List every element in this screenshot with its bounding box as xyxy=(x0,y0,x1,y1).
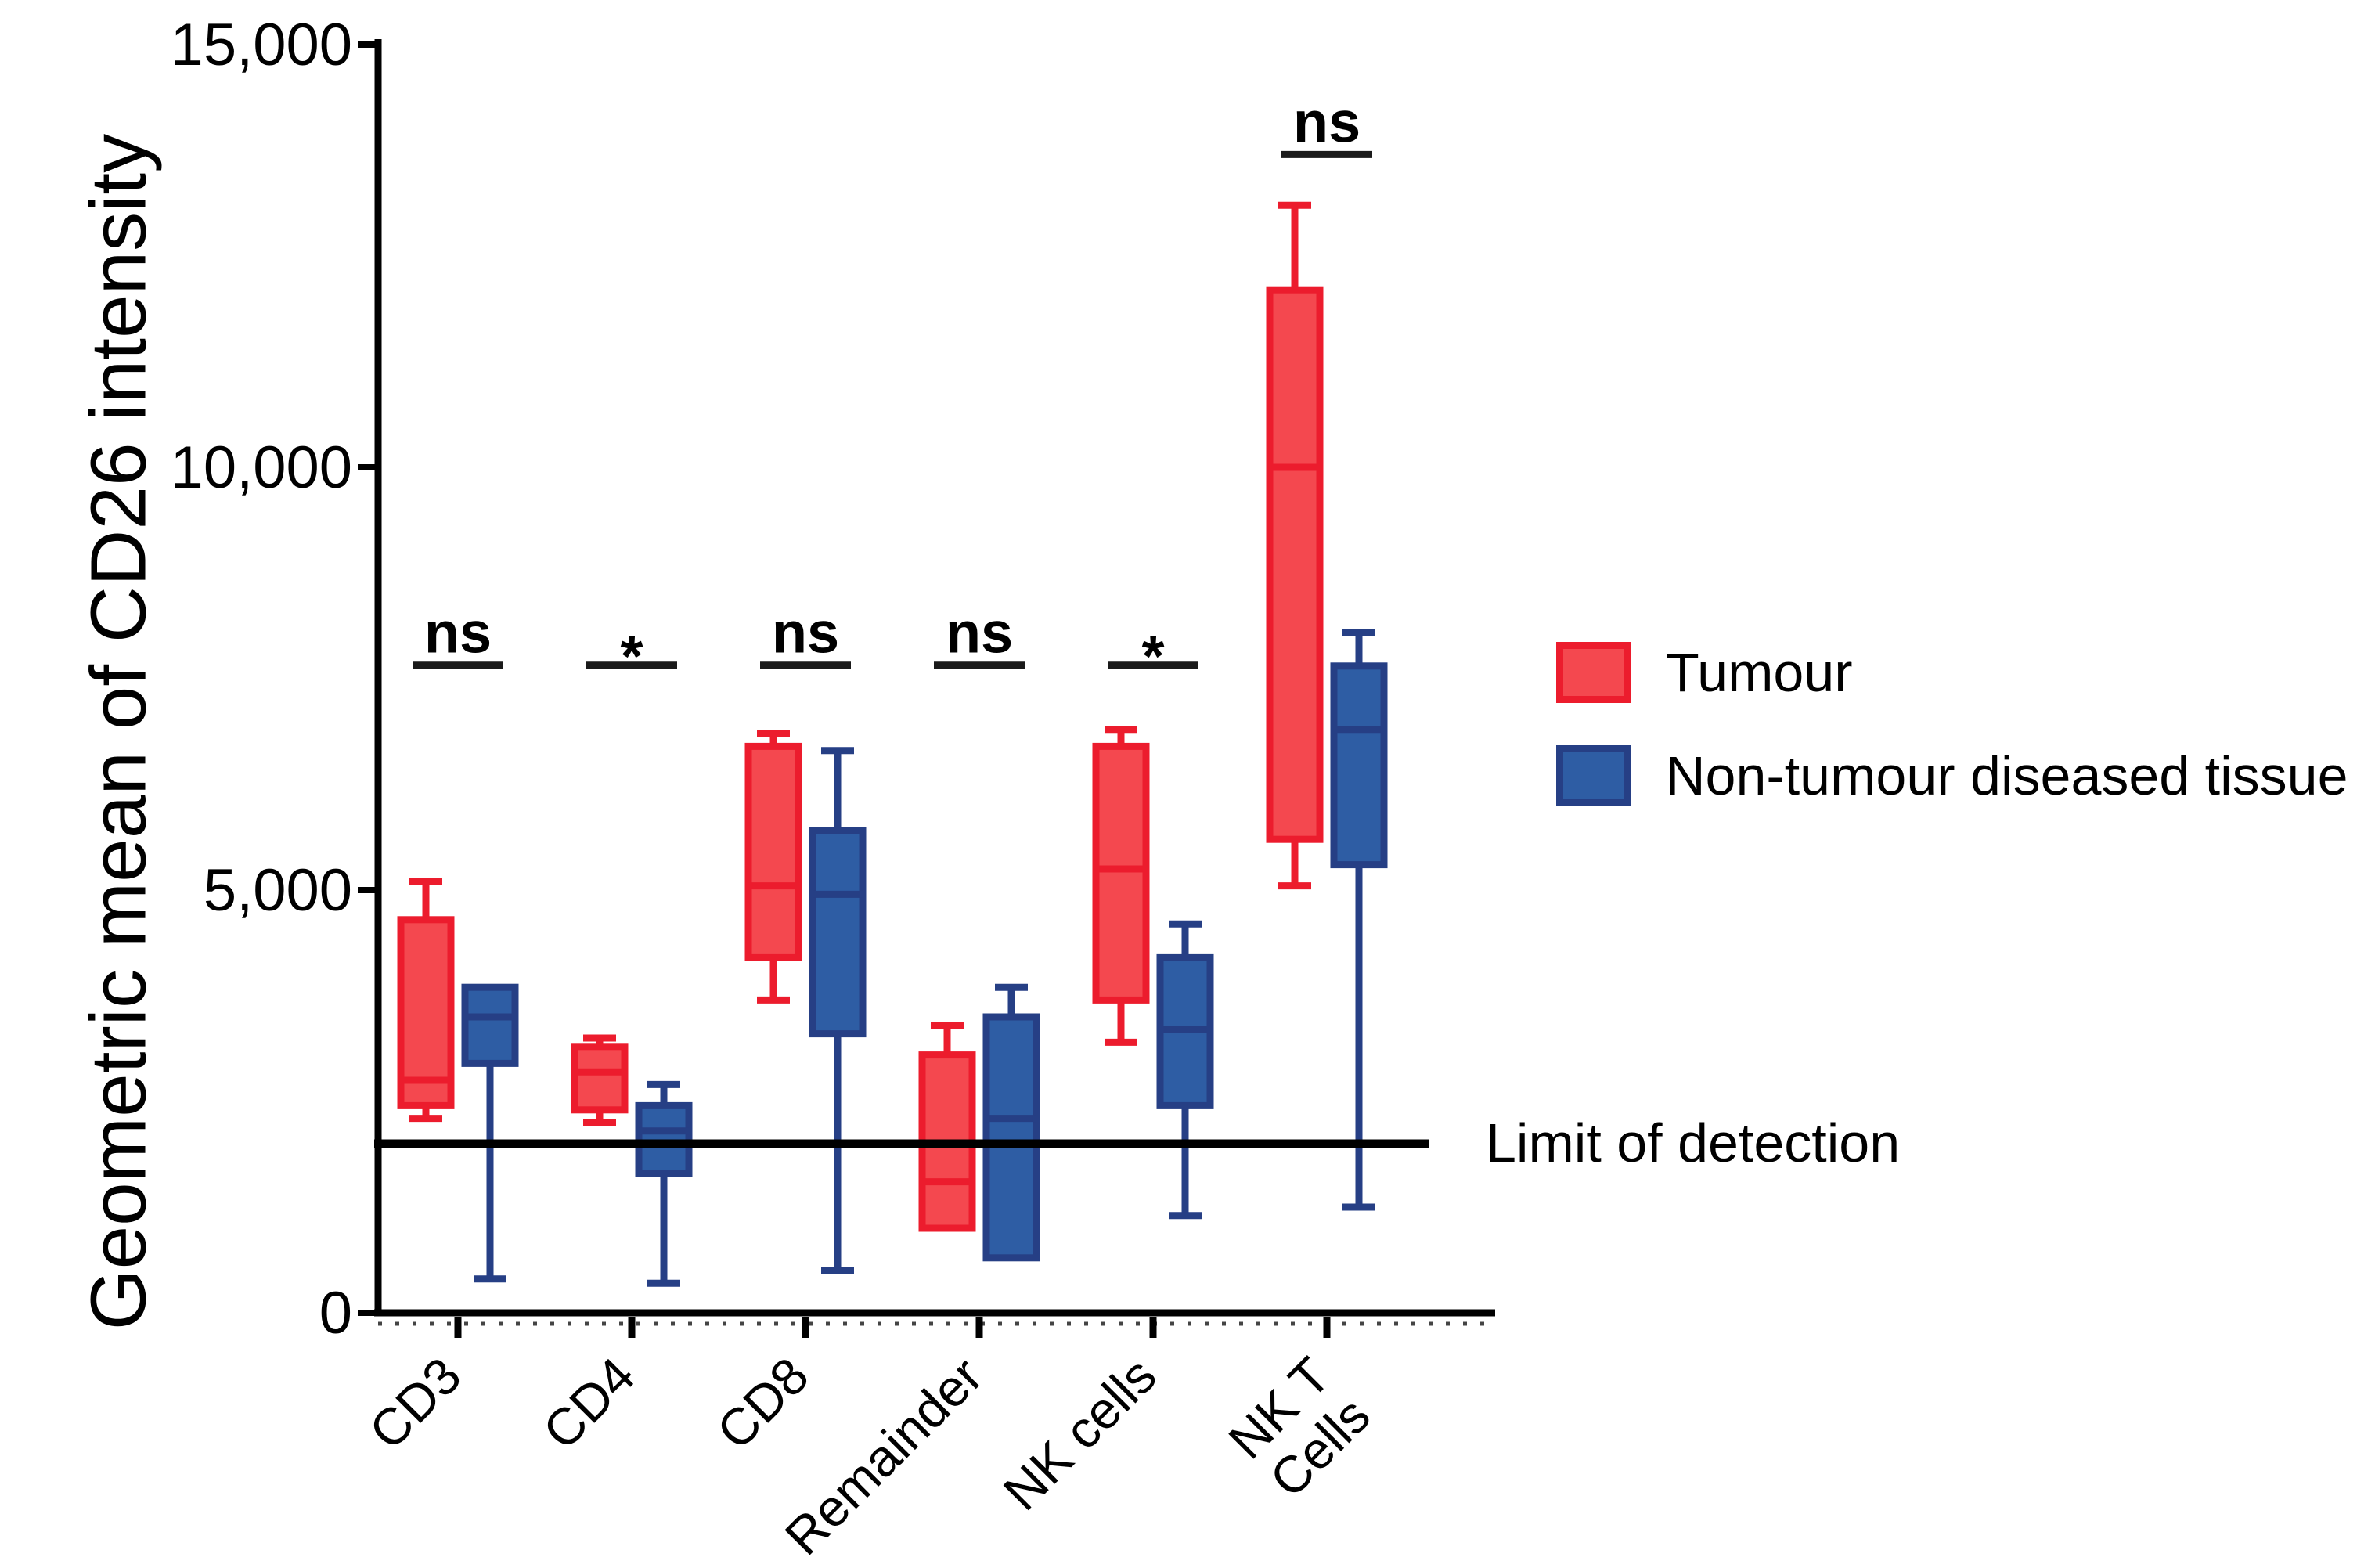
box-non-tumour-diseased-tissue-cd8 xyxy=(809,827,867,1038)
non-tumour-swatch-icon xyxy=(1556,745,1631,806)
box-tumour-nk-cells xyxy=(1092,742,1150,1004)
box-non-tumour-diseased-tissue-cd3 xyxy=(461,983,519,1067)
significance-label-cd3: ns xyxy=(424,600,492,665)
x-category-label-nk-t-cells: NK TCells xyxy=(1217,1346,1381,1510)
y-tick-label-10000: 10,000 xyxy=(171,434,352,501)
significance-label-nk-t-cells: ns xyxy=(1293,89,1361,154)
legend-item-tumour: Tumour xyxy=(1556,642,1853,703)
y-tick-label-15000: 15,000 xyxy=(171,12,352,78)
significance-label-cd8: ns xyxy=(772,600,839,665)
limit-of-detection-label: Limit of detection xyxy=(1486,1112,1901,1173)
x-category-label-cd4: CD4 xyxy=(532,1346,646,1461)
y-tick-label-0: 0 xyxy=(319,1280,352,1346)
significance-label-remainder: ns xyxy=(946,600,1013,665)
box-tumour-cd3 xyxy=(397,916,455,1109)
y-tick-label-5000: 5,000 xyxy=(204,857,352,924)
significance-label-nk-cells: * xyxy=(1142,624,1165,689)
tumour-swatch-icon xyxy=(1556,642,1631,703)
legend-item-non-tumour: Non-tumour diseased tissue xyxy=(1556,745,2348,806)
x-category-label-cd8: CD8 xyxy=(705,1346,820,1461)
y-axis-title: Geometric mean of CD26 intensity xyxy=(74,133,163,1331)
legend-label-tumour: Tumour xyxy=(1666,642,1853,703)
box-tumour-nk-t-cells xyxy=(1266,286,1324,843)
legend-label-non-tumour: Non-tumour diseased tissue xyxy=(1666,745,2348,806)
box-tumour-cd8 xyxy=(744,742,802,961)
x-category-label-nk-cells: NK cells xyxy=(992,1346,1166,1521)
box-non-tumour-diseased-tissue-nk-t-cells xyxy=(1330,662,1388,869)
x-category-label-cd3: CD3 xyxy=(358,1346,472,1461)
significance-label-cd4: * xyxy=(621,624,643,689)
box-tumour-cd4 xyxy=(571,1043,629,1114)
box-non-tumour-diseased-tissue-remainder xyxy=(982,1013,1040,1262)
